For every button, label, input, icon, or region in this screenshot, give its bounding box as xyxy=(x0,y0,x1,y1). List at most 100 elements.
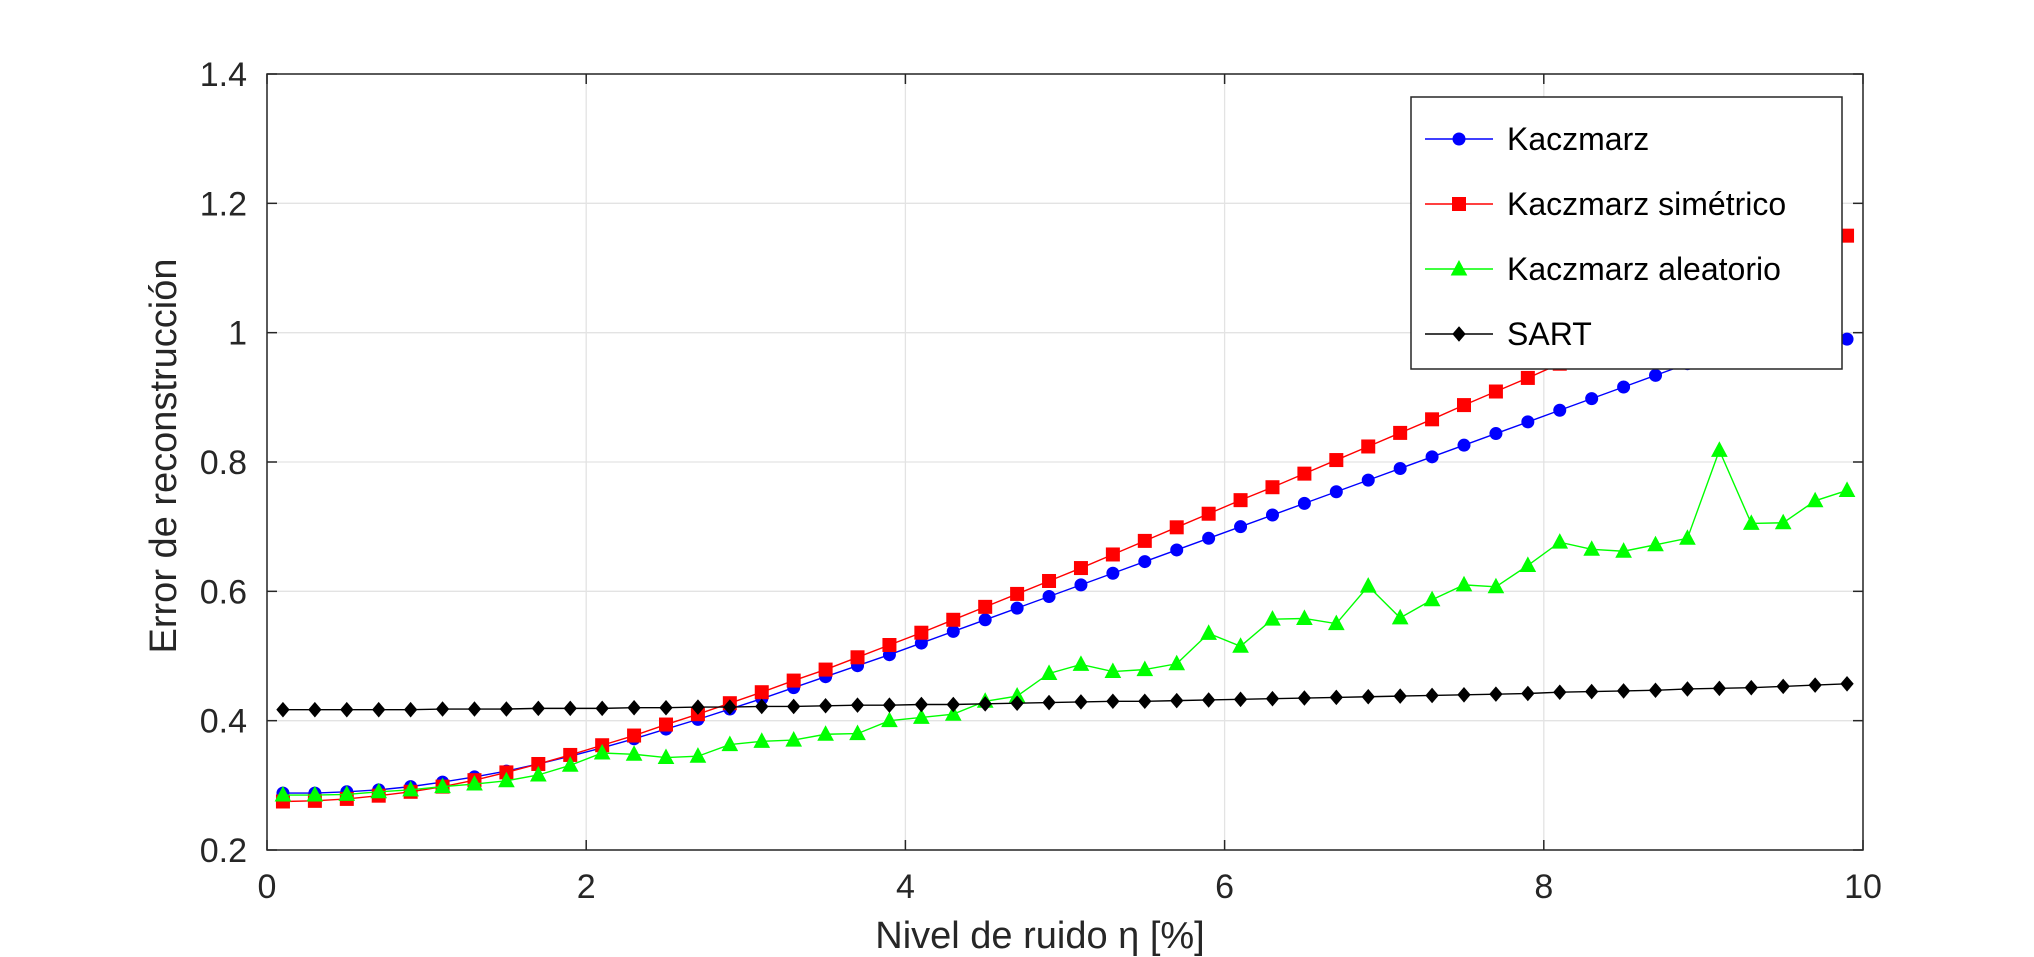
data-point-kaczmarz-aleatorio xyxy=(1136,660,1154,677)
data-point-sart xyxy=(1329,689,1343,706)
data-point-kaczmarz xyxy=(1202,531,1216,545)
data-point-kaczmarz-aleatorio xyxy=(338,785,356,801)
data-point-kaczmarz xyxy=(1138,555,1152,569)
data-point-kaczmarz-simetrico xyxy=(1297,466,1312,481)
data-point-kaczmarz-aleatorio xyxy=(1264,610,1281,626)
data-point-kaczmarz-simetrico xyxy=(1329,453,1344,468)
legend-item-kaczmarz-aleatorio: Kaczmarz aleatorio xyxy=(1425,251,1781,287)
data-point-kaczmarz-aleatorio xyxy=(721,735,739,752)
data-point-kaczmarz xyxy=(1234,520,1248,534)
data-point-kaczmarz xyxy=(1106,566,1120,580)
data-point-sart xyxy=(787,698,801,715)
data-point-sart xyxy=(595,700,609,717)
legend-label: Kaczmarz xyxy=(1507,121,1649,157)
data-point-kaczmarz-simetrico xyxy=(978,599,993,614)
data-point-kaczmarz-aleatorio xyxy=(306,785,324,802)
data-point-sart xyxy=(1233,691,1248,708)
y-tick-label: 0.6 xyxy=(200,573,247,611)
legend-label: SART xyxy=(1507,316,1592,352)
data-point-kaczmarz-aleatorio xyxy=(1040,664,1058,680)
data-point-sart xyxy=(1138,693,1152,710)
x-tick-label: 8 xyxy=(1534,868,1553,906)
y-tick-label: 1.2 xyxy=(200,185,247,223)
data-point-sart xyxy=(914,696,929,713)
data-point-kaczmarz-simetrico xyxy=(1233,493,1248,508)
axes xyxy=(266,73,1864,851)
legend-marker xyxy=(1452,132,1466,146)
data-point-kaczmarz-aleatorio xyxy=(1072,655,1090,671)
data-point-kaczmarz xyxy=(946,624,960,638)
data-point-sart xyxy=(755,698,769,715)
data-point-kaczmarz-simetrico xyxy=(882,638,897,653)
data-point-kaczmarz-simetrico xyxy=(1520,370,1535,385)
data-point-kaczmarz xyxy=(1297,496,1311,510)
data-point-kaczmarz-simetrico xyxy=(754,685,769,700)
data-point-sart xyxy=(723,699,737,715)
data-point-kaczmarz-simetrico xyxy=(1169,520,1184,535)
x-tick-label: 0 xyxy=(258,868,277,906)
data-point-kaczmarz-aleatorio xyxy=(434,777,451,794)
data-point-kaczmarz-aleatorio xyxy=(1806,491,1824,508)
data-point-kaczmarz-aleatorio xyxy=(1232,637,1249,653)
data-point-kaczmarz-simetrico xyxy=(627,728,642,743)
data-point-kaczmarz-aleatorio xyxy=(1296,609,1313,625)
data-point-kaczmarz-aleatorio xyxy=(1742,514,1760,530)
data-point-kaczmarz xyxy=(1361,473,1375,487)
data-point-sart xyxy=(403,701,418,718)
data-point-kaczmarz xyxy=(1425,450,1439,464)
data-point-kaczmarz-simetrico xyxy=(818,662,833,677)
data-point-sart xyxy=(1074,694,1088,710)
data-point-sart xyxy=(1010,695,1024,711)
data-point-kaczmarz-simetrico xyxy=(1488,384,1503,399)
data-point-sart xyxy=(467,701,482,717)
data-point-kaczmarz-aleatorio xyxy=(1679,529,1696,545)
data-point-kaczmarz-aleatorio xyxy=(402,780,419,797)
data-point-sart xyxy=(882,697,897,713)
data-point-kaczmarz xyxy=(1617,380,1631,394)
data-point-kaczmarz-aleatorio xyxy=(1583,540,1601,556)
data-point-kaczmarz xyxy=(1585,392,1599,406)
data-point-sart xyxy=(435,701,450,717)
data-point-sart xyxy=(1616,683,1631,699)
data-point-kaczmarz-aleatorio xyxy=(561,756,579,772)
data-point-kaczmarz-simetrico xyxy=(914,625,929,640)
data-point-kaczmarz xyxy=(1457,438,1471,452)
data-point-sart xyxy=(1361,688,1375,705)
data-point-kaczmarz-aleatorio xyxy=(274,785,292,802)
data-point-kaczmarz-aleatorio xyxy=(1423,590,1441,607)
data-point-sart xyxy=(1712,680,1727,697)
data-point-sart xyxy=(1840,676,1854,692)
data-point-sart xyxy=(1744,679,1758,696)
data-point-sart xyxy=(499,701,514,717)
x-tick-label: 6 xyxy=(1215,868,1234,906)
tick-labels: 0 2 4 6 8 10 0.2 0.4 0.6 0.8 1 1.2 1.4 xyxy=(200,56,1882,906)
data-point-kaczmarz-aleatorio xyxy=(1327,614,1345,631)
legend-label: Kaczmarz simétrico xyxy=(1507,186,1786,222)
data-point-sart xyxy=(1808,677,1822,693)
data-point-sart xyxy=(627,699,641,716)
data-point-kaczmarz-aleatorio xyxy=(498,771,515,788)
data-point-kaczmarz xyxy=(1489,427,1503,441)
data-point-kaczmarz-aleatorio xyxy=(753,732,771,748)
x-axis-title: Nivel de ruido η [%] xyxy=(875,915,1205,957)
data-point-kaczmarz-simetrico xyxy=(1201,506,1216,521)
legend-box xyxy=(1410,96,1843,370)
data-point-sart xyxy=(1170,692,1184,709)
legend-marker xyxy=(1450,259,1468,276)
data-point-sart xyxy=(1553,684,1567,700)
data-point-kaczmarz-simetrico xyxy=(1105,547,1120,562)
data-point-kaczmarz-simetrico xyxy=(786,673,801,688)
data-point-sart xyxy=(659,699,673,716)
data-point-kaczmarz xyxy=(1042,590,1056,604)
data-point-sart xyxy=(308,701,322,718)
data-point-kaczmarz-simetrico xyxy=(1073,561,1088,576)
data-point-sart xyxy=(1201,692,1216,708)
data-point-kaczmarz-aleatorio xyxy=(1615,542,1632,558)
data-point-kaczmarz-aleatorio xyxy=(1838,481,1856,497)
data-point-kaczmarz-simetrico xyxy=(1457,398,1471,413)
series-kaczmarz-aleatorio xyxy=(274,441,1856,802)
data-point-kaczmarz-simetrico xyxy=(1425,412,1440,427)
data-point-kaczmarz-simetrico xyxy=(946,612,961,627)
data-point-sart xyxy=(1265,690,1280,707)
data-point-kaczmarz-aleatorio xyxy=(1647,535,1664,552)
